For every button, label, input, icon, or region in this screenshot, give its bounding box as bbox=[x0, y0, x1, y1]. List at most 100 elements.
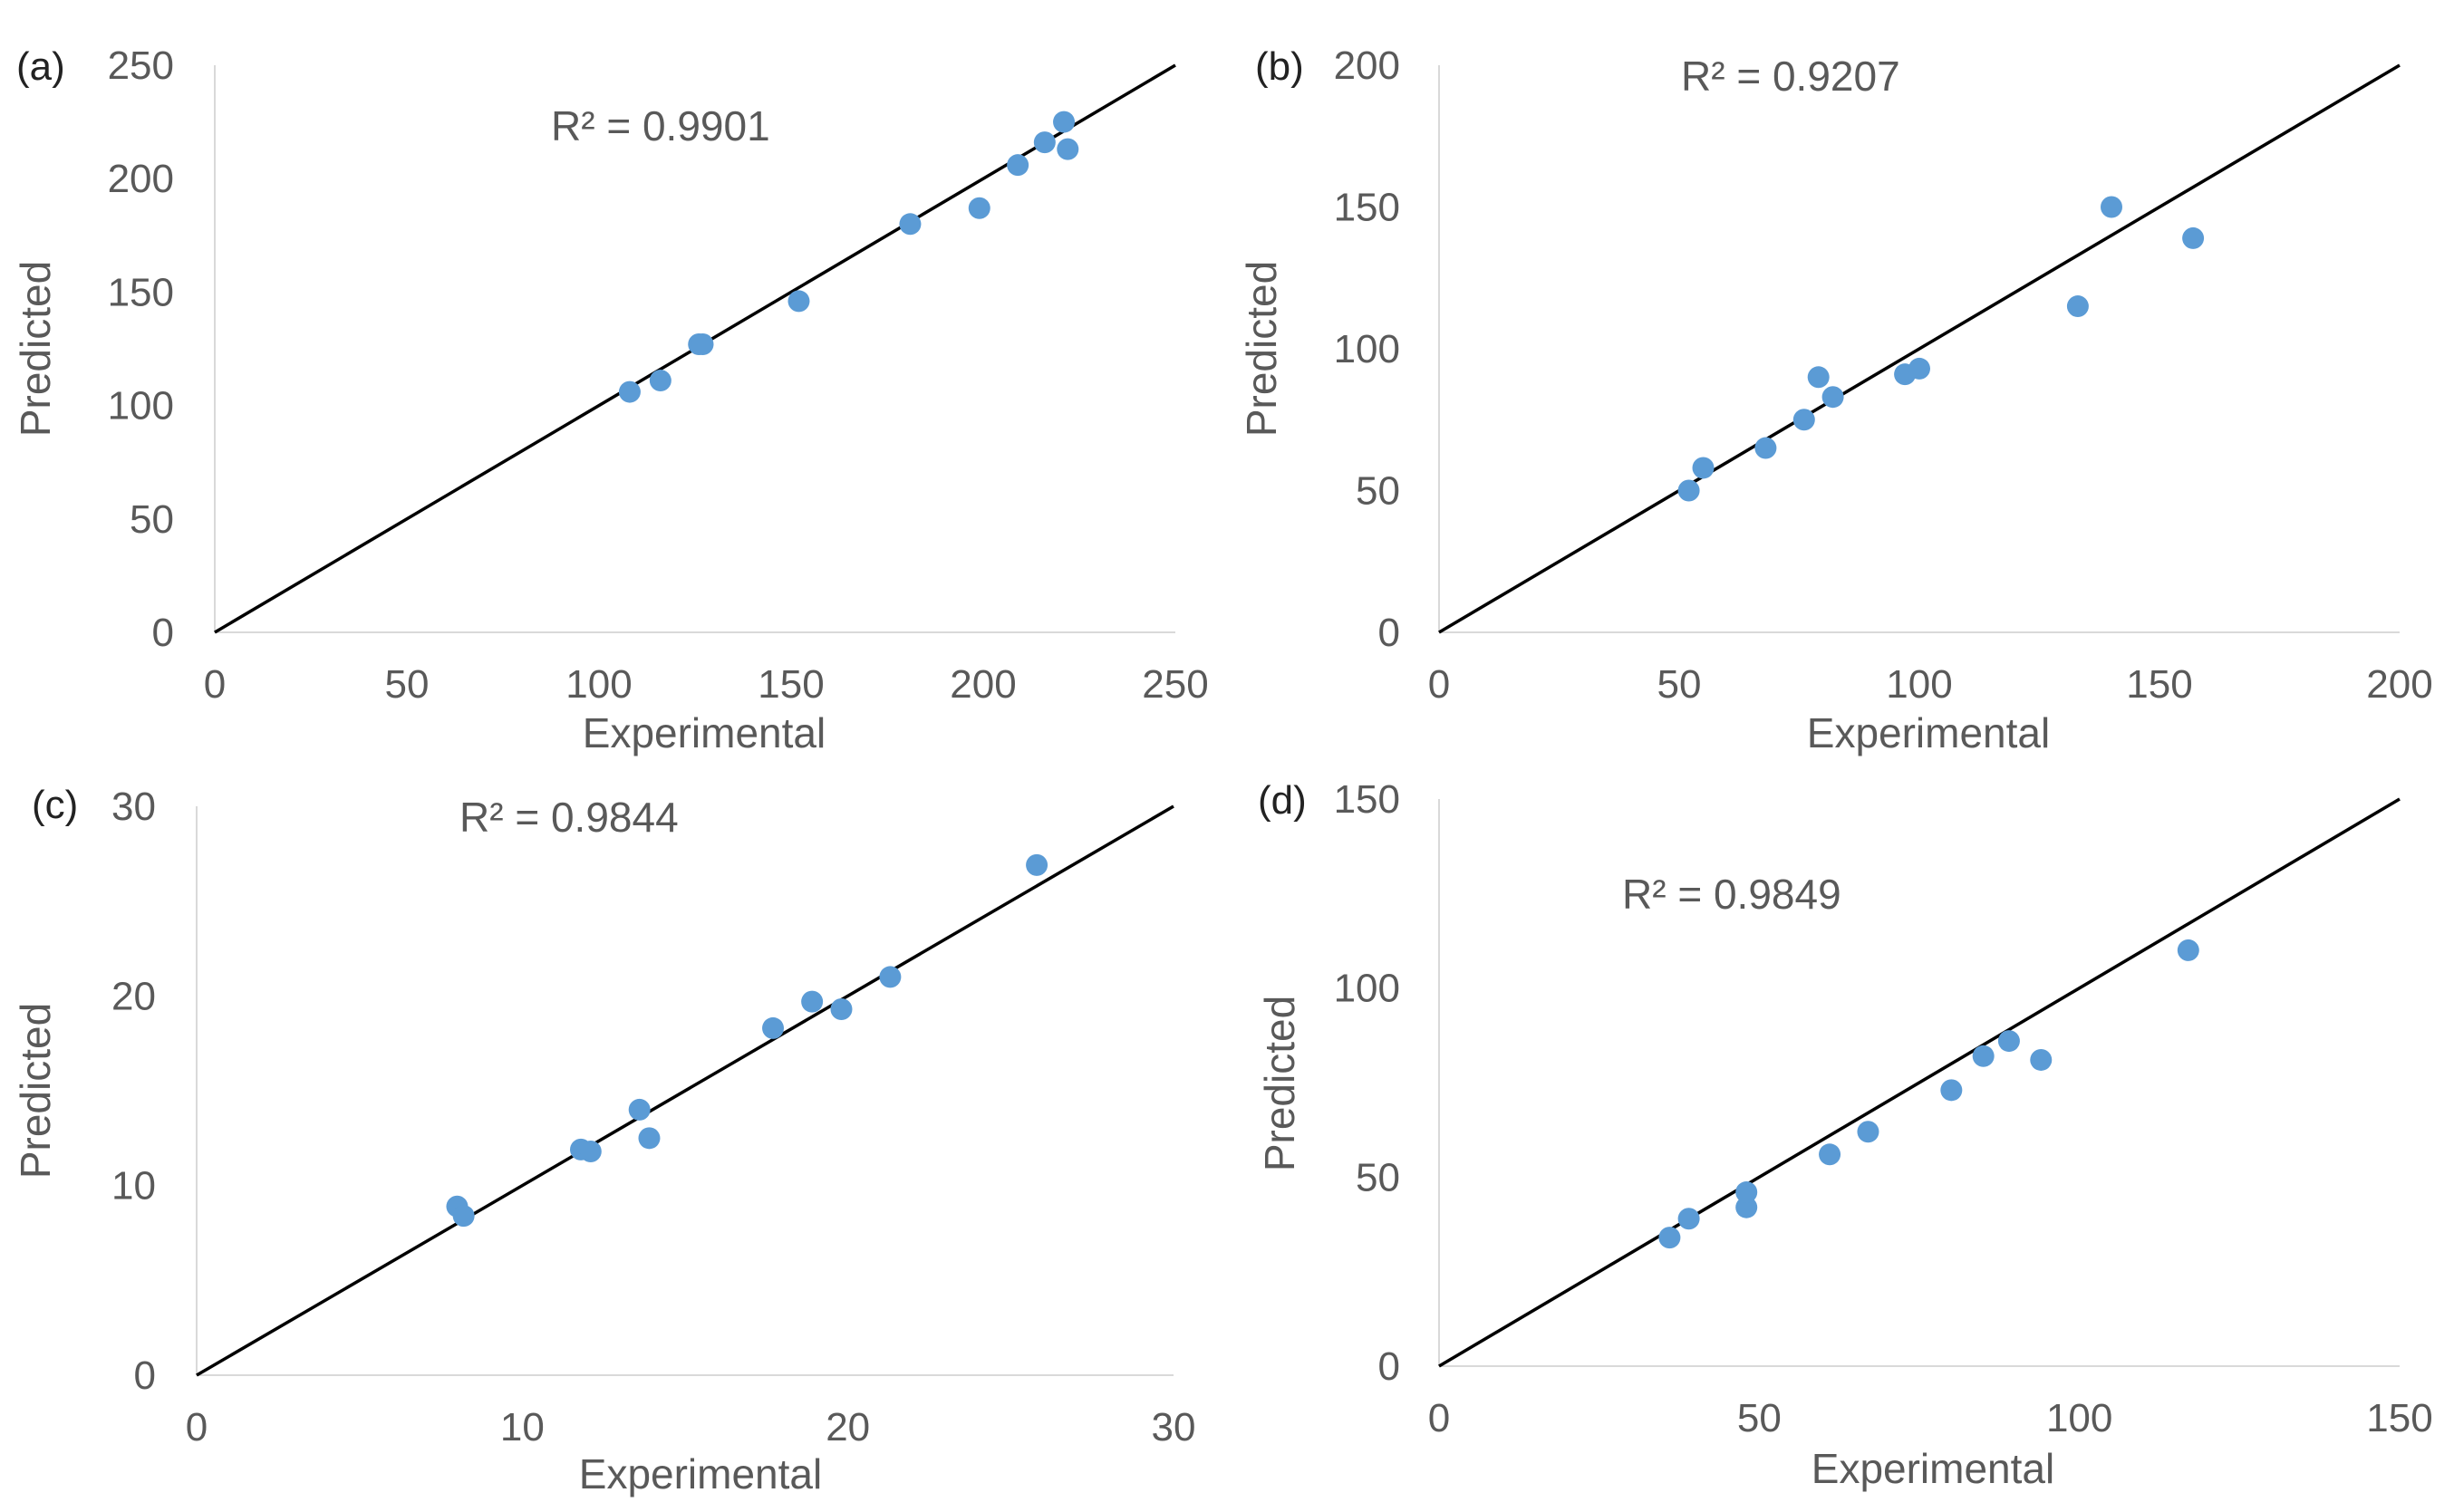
r-squared-label: R² = 0.9207 bbox=[1681, 53, 1900, 100]
y-tick-label: 50 bbox=[1356, 1155, 1400, 1199]
fit-line bbox=[1438, 797, 2401, 1368]
data-point bbox=[649, 370, 671, 392]
data-point bbox=[1821, 386, 1844, 409]
y-tick-label: 0 bbox=[1378, 611, 1400, 655]
y-tick-label: 250 bbox=[108, 43, 174, 88]
data-point bbox=[1792, 409, 1815, 431]
data-point bbox=[801, 990, 824, 1013]
panel-a: 0 50 100 150 200 250 0 50 100 150 200 250 Experiment… bbox=[12, 43, 1209, 756]
data-point bbox=[879, 966, 902, 988]
x-tick-label: 30 bbox=[1152, 1405, 1196, 1449]
y-tick-label: 50 bbox=[1356, 469, 1400, 514]
y-tick-label: 0 bbox=[1378, 1344, 1400, 1389]
x-tick-label: 200 bbox=[950, 662, 1016, 707]
data-point bbox=[1908, 357, 1930, 380]
data-point bbox=[1677, 1208, 1700, 1230]
r-squared-label: R² = 0.9849 bbox=[1622, 871, 1841, 918]
panel-d: 0 50 100 150 0 50 100 150 Experimental Predicted (… bbox=[1256, 777, 2433, 1492]
x-tick-label: 150 bbox=[2366, 1396, 2432, 1440]
data-point bbox=[1735, 1196, 1758, 1218]
y-tick-label: 100 bbox=[108, 384, 174, 429]
y-tick-label: 150 bbox=[1334, 186, 1400, 230]
panel-c: 0 10 20 30 0 10 20 30 Experimental Predicted (c) R²… bbox=[12, 783, 1195, 1498]
y-tick-label: 200 bbox=[108, 157, 174, 201]
x-tick-label: 100 bbox=[1886, 662, 1952, 707]
y-tick-label: 20 bbox=[111, 974, 156, 1018]
data-point bbox=[1053, 111, 1076, 133]
data-point bbox=[1026, 853, 1048, 876]
data-point bbox=[899, 213, 922, 236]
x-tick-label: 20 bbox=[826, 1405, 870, 1449]
y-axis-title: Predicted bbox=[12, 261, 59, 437]
x-tick-label: 10 bbox=[500, 1405, 545, 1449]
fit-line bbox=[1438, 63, 2401, 634]
data-point bbox=[1033, 131, 1056, 154]
data-point bbox=[968, 197, 990, 219]
y-axis-title: Predicted bbox=[1256, 996, 1303, 1171]
panel-b: 0 50 100 150 200 0 50 100 150 200 Experimental Pred… bbox=[1238, 43, 2433, 756]
data-point bbox=[1057, 138, 1079, 160]
x-axis-title: Experimental bbox=[1812, 1445, 2054, 1492]
y-tick-label: 30 bbox=[111, 785, 156, 829]
data-point bbox=[1807, 366, 1830, 389]
x-tick-label: 0 bbox=[1428, 662, 1450, 707]
x-tick-label: 100 bbox=[2046, 1396, 2112, 1440]
x-tick-label: 50 bbox=[1737, 1396, 1782, 1440]
y-tick-label: 10 bbox=[111, 1164, 156, 1209]
x-tick-label: 150 bbox=[2126, 662, 2192, 707]
y-axis-title: Predicted bbox=[12, 1003, 59, 1179]
data-point bbox=[1940, 1079, 1963, 1102]
data-point bbox=[638, 1127, 661, 1150]
x-tick-label: 0 bbox=[186, 1405, 208, 1449]
y-axis-title: Predicted bbox=[1238, 261, 1285, 437]
x-tick-label: 150 bbox=[758, 662, 824, 707]
fit-line bbox=[196, 804, 1174, 1377]
panel-label: (a) bbox=[16, 44, 65, 89]
data-point bbox=[2101, 196, 2122, 218]
x-axis-title: Experimental bbox=[583, 709, 826, 756]
x-tick-label: 0 bbox=[204, 662, 226, 707]
x-tick-label: 200 bbox=[2366, 662, 2432, 707]
y-tick-label: 0 bbox=[152, 611, 174, 655]
data-point bbox=[1754, 437, 1777, 459]
x-tick-label: 0 bbox=[1428, 1396, 1450, 1440]
data-point bbox=[618, 380, 641, 403]
data-point bbox=[1997, 1030, 2020, 1053]
r-squared-label: R² = 0.9901 bbox=[551, 102, 770, 149]
data-point bbox=[2182, 226, 2205, 249]
y-tick-label: 0 bbox=[134, 1353, 156, 1398]
panel-label: (d) bbox=[1258, 778, 1307, 823]
data-point bbox=[452, 1205, 475, 1228]
y-tick-label: 100 bbox=[1334, 327, 1400, 371]
data-point bbox=[628, 1098, 651, 1121]
data-point bbox=[1972, 1045, 1995, 1067]
data-point bbox=[2030, 1048, 2053, 1071]
data-point bbox=[1692, 457, 1715, 479]
data-point bbox=[691, 332, 714, 355]
r-squared-label: R² = 0.9844 bbox=[459, 794, 679, 841]
data-point bbox=[1857, 1121, 1879, 1143]
y-tick-label: 200 bbox=[1334, 43, 1400, 88]
panel-label: (c) bbox=[32, 783, 78, 827]
y-tick-label: 100 bbox=[1334, 967, 1400, 1011]
data-point bbox=[787, 290, 810, 313]
data-point bbox=[1007, 154, 1029, 177]
x-tick-label: 50 bbox=[385, 662, 430, 707]
x-tick-label: 50 bbox=[1657, 662, 1702, 707]
x-tick-label: 100 bbox=[565, 662, 632, 707]
data-point bbox=[1819, 1143, 1841, 1166]
x-axis-title: Experimental bbox=[1807, 709, 2050, 756]
data-point bbox=[830, 997, 853, 1020]
x-axis-title: Experimental bbox=[579, 1450, 822, 1498]
data-point bbox=[1735, 1181, 1758, 1204]
data-point bbox=[579, 1140, 602, 1162]
panel-label: (b) bbox=[1255, 44, 1304, 89]
x-tick-label: 250 bbox=[1142, 662, 1208, 707]
data-point bbox=[2066, 295, 2089, 318]
y-tick-label: 50 bbox=[130, 497, 174, 542]
y-tick-label: 150 bbox=[108, 270, 174, 314]
data-point bbox=[1677, 479, 1700, 502]
data-point bbox=[762, 1016, 785, 1039]
data-point bbox=[1658, 1227, 1681, 1249]
